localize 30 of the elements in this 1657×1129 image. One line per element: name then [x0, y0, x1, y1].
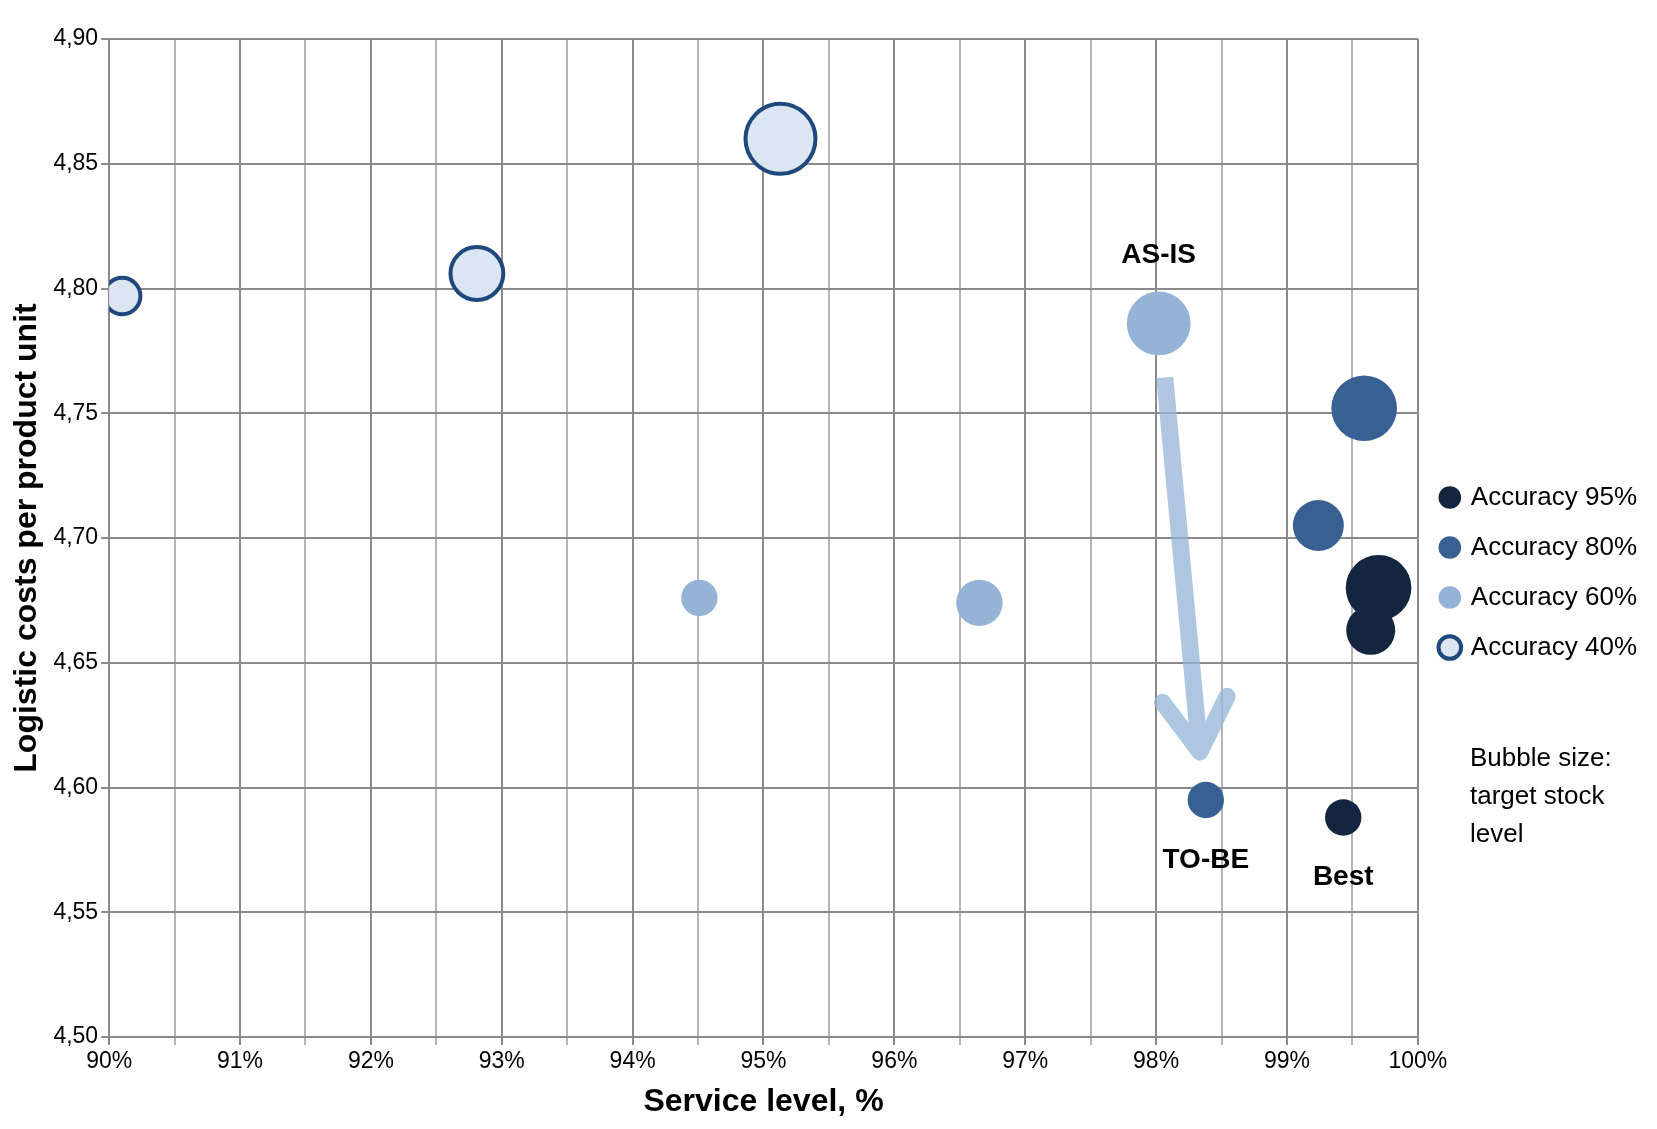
- x-tick-label: 91%: [217, 1047, 264, 1074]
- legend-label: Accuracy 60%: [1470, 580, 1638, 611]
- y-tick-label: 4,55: [53, 897, 99, 924]
- y-tick-label: 4,50: [53, 1022, 99, 1049]
- y-tick-label: 4,90: [53, 24, 99, 51]
- x-tick-label: 94%: [609, 1047, 656, 1074]
- annotation: TO-BE: [1162, 842, 1250, 874]
- y-tick-label: 4,70: [53, 523, 99, 550]
- legend-label: Accuracy 80%: [1470, 530, 1638, 561]
- y-tick-label: 4,75: [53, 398, 99, 425]
- x-tick-label: 92%: [347, 1047, 394, 1074]
- x-tick-label: 98%: [1133, 1047, 1180, 1074]
- x-tick-label: 97%: [1002, 1047, 1049, 1074]
- x-tick-label: 100%: [1388, 1047, 1448, 1074]
- legend-label: Accuracy 40%: [1470, 630, 1638, 661]
- x-tick-label: 90%: [86, 1047, 133, 1074]
- y-axis-title: Logistic costs per product unit: [7, 302, 44, 773]
- x-axis-title: Service level, %: [643, 1081, 884, 1118]
- y-tick-label: 4,60: [53, 772, 99, 799]
- text: Bubble size: target stock level: [1470, 741, 1613, 850]
- annotation: AS-IS: [1121, 238, 1197, 270]
- x-tick-label: 96%: [871, 1047, 918, 1074]
- y-tick-label: 4,65: [53, 648, 99, 675]
- x-tick-label: 93%: [478, 1047, 525, 1074]
- y-tick-label: 4,80: [53, 273, 99, 300]
- x-tick-label: 99%: [1263, 1047, 1310, 1074]
- legend-label: Accuracy 95%: [1470, 480, 1638, 511]
- y-tick-label: 4,85: [53, 149, 99, 176]
- annotation: Best: [1312, 860, 1374, 892]
- x-tick-label: 95%: [740, 1047, 787, 1074]
